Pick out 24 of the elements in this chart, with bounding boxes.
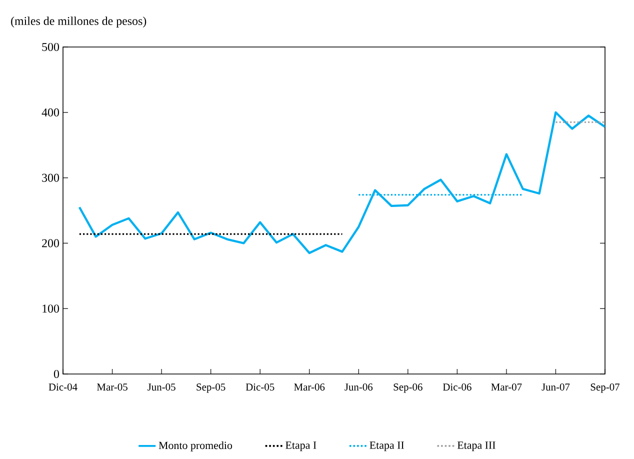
- legend-label: Etapa I: [286, 442, 316, 452]
- y-tick-label: 0: [54, 370, 60, 378]
- x-tick-label: Sep-06: [394, 384, 422, 393]
- x-tick-label: Mar-05: [96, 384, 128, 391]
- x-tick-label: Mar-07: [491, 384, 522, 391]
- x-tick-label: Jun-06: [344, 384, 373, 391]
- x-tick-label: Dic-04: [48, 384, 78, 391]
- y-tick-label: 200: [42, 239, 60, 248]
- y-axis-title: (miles de millones de pesos): [11, 16, 146, 28]
- legend-label: Monto promedio: [158, 441, 232, 452]
- legend-label: Etapa II: [370, 442, 404, 452]
- legend-label: Etapa III: [457, 442, 496, 452]
- y-tick-label: 400: [42, 108, 60, 116]
- x-tick-label: Jun-07: [542, 384, 570, 391]
- x-tick-label: Dic-05: [246, 384, 274, 391]
- x-tick-label: Mar-06: [294, 384, 325, 391]
- y-tick-label: 100: [42, 304, 60, 313]
- x-tick-label: Sep-05: [196, 384, 226, 393]
- y-tick-label: 500: [42, 42, 60, 52]
- line-series: [78, 111, 606, 254]
- x-tick-label: Sep-07: [590, 384, 620, 393]
- x-tick-label: Dic-06: [442, 384, 472, 391]
- x-tick-label: Jun-05: [148, 384, 176, 391]
- y-tick-label: 300: [42, 174, 60, 182]
